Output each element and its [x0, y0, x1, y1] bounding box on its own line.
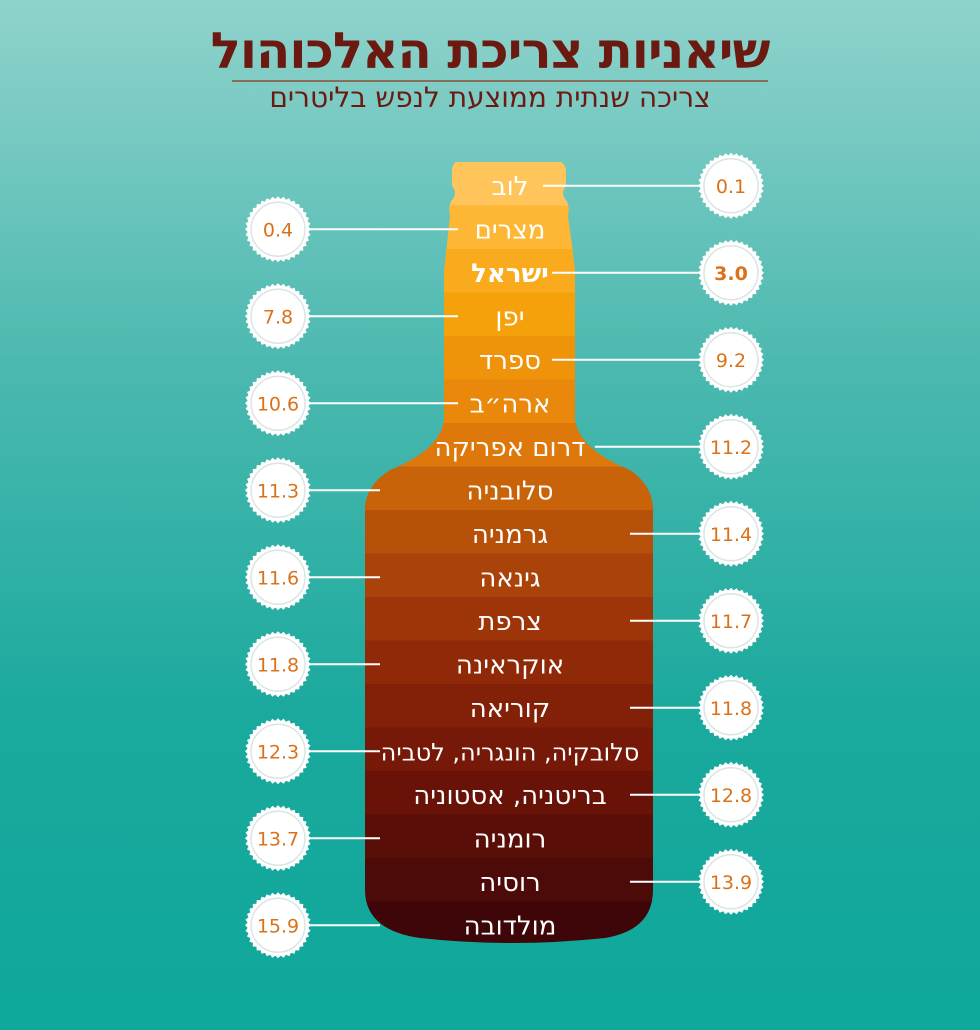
- value-label: 0.1: [716, 176, 746, 198]
- value-badge: [245, 718, 311, 785]
- value-label: 11.8: [710, 698, 752, 720]
- value-badge: [698, 500, 764, 567]
- value-badges: 0.1 0.4 3.0 7.8 9.2 10.6 11.2 11.3 11.4 11.6 11.7 1…: [245, 152, 764, 959]
- bottle-band: [365, 727, 653, 772]
- category-label: בריטניה, אסטוניה: [413, 781, 607, 811]
- category-label: גינאה: [479, 563, 540, 593]
- category-label: סלובניה: [467, 476, 554, 506]
- value-badge-ring: [703, 767, 759, 823]
- value-badge: [698, 152, 764, 219]
- value-label: 11.4: [710, 524, 752, 546]
- value-label: 11.8: [257, 654, 299, 676]
- value-label: 3.0: [714, 263, 748, 285]
- category-label: ארה״ב: [470, 389, 551, 419]
- value-badge: [245, 457, 311, 524]
- value-badge-ring: [250, 375, 306, 431]
- value-label: 11.7: [710, 611, 752, 633]
- value-badge: [245, 892, 311, 959]
- bottle-band: [365, 858, 653, 903]
- category-label: דרום אפריקה: [434, 433, 585, 463]
- value-badge: [245, 805, 311, 872]
- value-label: 15.9: [257, 915, 299, 937]
- value-badge: [245, 631, 311, 698]
- value-label: 11.3: [257, 480, 299, 502]
- bottle-band: [365, 510, 653, 555]
- value-badge: [698, 326, 764, 393]
- value-label: 7.8: [263, 306, 293, 328]
- bottle-band: [365, 771, 653, 816]
- value-badge-ring: [703, 419, 759, 475]
- value-label: 12.8: [710, 785, 752, 807]
- value-label: 11.6: [257, 567, 299, 589]
- bottle-band: [365, 466, 653, 511]
- value-badge: [245, 544, 311, 611]
- value-badge-ring: [250, 462, 306, 518]
- value-badge-ring: [703, 245, 759, 301]
- value-label: 0.4: [263, 219, 293, 241]
- category-label: מולדובה: [464, 911, 557, 941]
- bottle-band: [365, 597, 653, 642]
- value-badge: [698, 674, 764, 741]
- chart-title: שיאניות צריכת האלכוהול: [210, 22, 771, 80]
- value-badge-ring: [703, 854, 759, 910]
- value-badge-ring: [250, 723, 306, 779]
- value-badge-ring: [250, 201, 306, 257]
- category-label: רוסיה: [479, 868, 540, 898]
- value-label: 9.2: [716, 350, 746, 372]
- value-label: 12.3: [257, 741, 299, 763]
- value-badge: [245, 283, 311, 350]
- category-label: סלובקיה, הונגריה, לטביה: [381, 738, 640, 766]
- value-badge: [698, 848, 764, 915]
- value-badge: [698, 587, 764, 654]
- value-label: 13.9: [710, 872, 752, 894]
- category-labels: לוב מצרים ישראל יפן ספרד ארה״ב דרום אפריקה סלוב…: [381, 172, 640, 942]
- category-label: ספרד: [479, 346, 541, 376]
- category-label: אוקראינה: [456, 650, 564, 680]
- value-badge: [698, 413, 764, 480]
- value-badge-ring: [703, 506, 759, 562]
- value-badge-ring: [250, 636, 306, 692]
- value-badge-ring: [250, 897, 306, 953]
- value-badge: [698, 761, 764, 828]
- value-badge: [245, 370, 311, 437]
- bottle-band: [365, 684, 653, 729]
- value-label: 11.2: [710, 437, 752, 459]
- value-badge-ring: [250, 549, 306, 605]
- bottle-band: [365, 553, 653, 598]
- leader-lines: [308, 184, 701, 927]
- value-badge-ring: [703, 680, 759, 736]
- category-label: קוריאה: [470, 694, 550, 724]
- category-label: רומניה: [474, 824, 547, 854]
- category-label: גרמניה: [472, 520, 548, 550]
- category-label: יפן: [495, 302, 524, 332]
- bottle-band: [365, 814, 653, 859]
- value-badge-ring: [703, 158, 759, 214]
- title-divider: [232, 80, 768, 82]
- value-badge-ring: [703, 593, 759, 649]
- value-badge: [698, 239, 764, 306]
- category-label: לוב: [492, 172, 529, 202]
- bottle-band: [365, 901, 653, 943]
- category-label: צרפת: [478, 607, 541, 637]
- value-label: 13.7: [257, 828, 299, 850]
- value-badge-ring: [250, 288, 306, 344]
- value-badge-ring: [703, 332, 759, 388]
- chart-subtitle: צריכה שנתית ממוצעת לנפש בליטרים: [269, 81, 711, 114]
- value-badge: [245, 196, 311, 263]
- category-label: מצרים: [475, 215, 546, 245]
- category-label: ישראל: [471, 259, 549, 289]
- bottle-band: [365, 640, 653, 685]
- value-badge-ring: [250, 810, 306, 866]
- value-label: 10.6: [257, 393, 299, 415]
